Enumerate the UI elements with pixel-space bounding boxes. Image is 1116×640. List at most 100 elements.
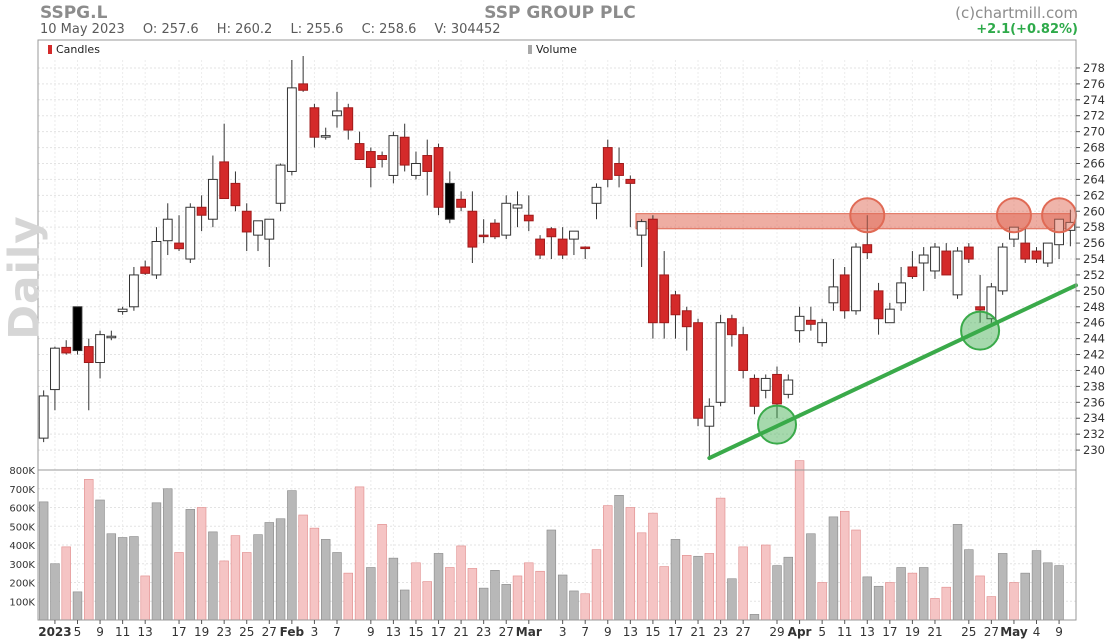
volume-bar xyxy=(907,572,918,621)
volume-bar xyxy=(140,575,150,621)
candle xyxy=(535,235,545,260)
candle-body xyxy=(95,334,105,364)
candle xyxy=(467,191,478,263)
volume-bar xyxy=(806,533,816,621)
volume-bar xyxy=(106,533,117,621)
candle-body xyxy=(941,250,952,276)
date-tick-label: 9 xyxy=(96,625,104,639)
volume-bar xyxy=(84,479,94,621)
quote-date: 10 May 2023 xyxy=(40,22,125,37)
date-tick-label: 27 xyxy=(736,625,751,639)
candle xyxy=(95,330,105,379)
candle-body xyxy=(38,395,49,439)
volume-bar xyxy=(828,516,839,621)
volume-bar xyxy=(151,502,162,621)
volume-bar xyxy=(512,575,523,621)
volume-bar xyxy=(38,501,49,621)
candle xyxy=(264,218,275,267)
candle xyxy=(230,171,241,212)
candle xyxy=(61,340,72,355)
support-trendline xyxy=(707,283,1078,461)
candle-body xyxy=(512,204,523,209)
date-tick-label: 23 xyxy=(713,625,728,639)
resistance-touch-marker xyxy=(849,197,886,234)
date-tick-label: 17 xyxy=(431,625,446,639)
candle-body xyxy=(975,306,985,311)
volume-bar xyxy=(1020,572,1030,621)
candle-body xyxy=(219,161,230,200)
candle xyxy=(174,215,184,252)
candle-body xyxy=(738,334,749,371)
date-tick-label: 19 xyxy=(905,625,920,639)
candle-body xyxy=(1042,242,1053,264)
candle-body xyxy=(997,246,1008,292)
candle xyxy=(241,203,252,252)
volume-bar xyxy=(862,576,872,621)
price-change: +2.1(+0.82%) xyxy=(976,22,1078,37)
price-tick-label: 274 xyxy=(1083,93,1105,107)
candle-body xyxy=(557,238,568,256)
legend-candles[interactable]: Candles xyxy=(48,43,100,56)
candle xyxy=(253,220,263,252)
chart-grid xyxy=(38,60,1076,620)
date-tick-label: 7 xyxy=(333,625,341,639)
candle xyxy=(783,374,794,399)
volume-bar xyxy=(636,532,647,621)
date-tick-label: 21 xyxy=(453,625,468,639)
legend-volume[interactable]: Volume xyxy=(528,43,577,56)
volume-bar xyxy=(309,527,320,621)
brand-credit[interactable]: (c)chartmill.com xyxy=(955,4,1078,22)
legend-volume-label: Volume xyxy=(536,43,577,56)
candle xyxy=(557,227,568,260)
date-tick-label: 3 xyxy=(559,625,567,639)
volume-bar xyxy=(727,578,737,621)
candle xyxy=(185,203,196,263)
candle-body xyxy=(399,136,410,166)
volume-bar xyxy=(930,598,940,621)
date-tick-label: 17 xyxy=(668,625,683,639)
volume-tick-label: 700K xyxy=(9,485,35,496)
ticker-symbol: SSPG.L xyxy=(40,3,108,23)
date-tick-label: 9 xyxy=(604,625,612,639)
candle xyxy=(275,163,286,212)
volume-bar xyxy=(1031,550,1042,621)
volume-bar xyxy=(952,524,963,621)
volume-bar xyxy=(174,552,184,621)
volume-bar xyxy=(275,518,286,621)
volume-bar xyxy=(704,553,715,621)
candle xyxy=(659,251,670,339)
candle-body xyxy=(50,347,60,391)
price-tick-label: 248 xyxy=(1083,300,1105,314)
candle-body xyxy=(851,246,861,312)
candle xyxy=(298,56,309,92)
volume-panel-frame xyxy=(37,469,1077,621)
candle-body xyxy=(693,322,703,419)
candle-body xyxy=(1020,242,1031,260)
candle xyxy=(365,147,376,188)
candle xyxy=(286,60,297,176)
candle xyxy=(907,251,918,279)
price-tick-label: 256 xyxy=(1083,236,1105,250)
candle xyxy=(162,203,173,256)
candle xyxy=(50,346,60,411)
candle-body xyxy=(930,246,940,272)
candle xyxy=(478,219,489,244)
candle-body xyxy=(726,318,737,336)
candle xyxy=(636,219,647,267)
candle-body xyxy=(207,178,218,220)
candle xyxy=(332,91,342,128)
candle xyxy=(422,139,433,196)
candle-body xyxy=(1031,250,1042,260)
date-tick-label: 21 xyxy=(927,625,942,639)
candle xyxy=(670,290,681,339)
candle-body xyxy=(873,290,884,320)
candle xyxy=(941,243,952,276)
price-tick-label: 244 xyxy=(1083,332,1105,346)
volume-bar xyxy=(603,505,613,621)
candle-body xyxy=(501,202,512,236)
candle xyxy=(1020,227,1031,263)
volume-bar xyxy=(298,514,308,621)
candle xyxy=(309,103,320,148)
candle-body xyxy=(828,286,839,304)
